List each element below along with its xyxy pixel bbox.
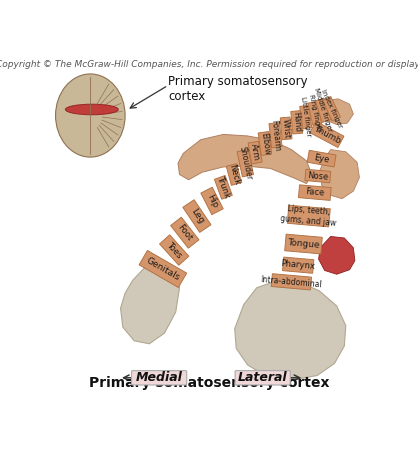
Polygon shape xyxy=(291,110,303,134)
Ellipse shape xyxy=(65,104,118,115)
Polygon shape xyxy=(310,121,344,147)
Polygon shape xyxy=(287,205,330,227)
Text: Leg: Leg xyxy=(189,207,205,226)
Text: Foot: Foot xyxy=(176,223,194,243)
Polygon shape xyxy=(178,134,312,184)
Text: Arm: Arm xyxy=(249,143,261,162)
Text: Ring finger: Ring finger xyxy=(308,94,322,133)
Polygon shape xyxy=(214,175,232,199)
Polygon shape xyxy=(248,141,262,164)
FancyBboxPatch shape xyxy=(235,371,290,385)
Polygon shape xyxy=(308,101,321,125)
Text: Nose: Nose xyxy=(307,170,329,181)
Polygon shape xyxy=(283,257,314,273)
Text: Face: Face xyxy=(305,187,325,198)
Polygon shape xyxy=(319,236,355,274)
Text: Hand: Hand xyxy=(291,112,302,133)
Polygon shape xyxy=(160,235,189,265)
Text: Index finger: Index finger xyxy=(320,88,343,129)
Ellipse shape xyxy=(56,74,125,157)
Text: Primary somatosensory cortex: Primary somatosensory cortex xyxy=(89,376,329,390)
Text: Elbow: Elbow xyxy=(259,132,271,156)
Text: Lateral: Lateral xyxy=(238,371,288,384)
Text: Tongue: Tongue xyxy=(287,238,320,250)
FancyBboxPatch shape xyxy=(132,371,187,385)
Text: Forearm: Forearm xyxy=(269,119,282,152)
Text: Middle finger: Middle finger xyxy=(313,87,333,133)
Text: Toes: Toes xyxy=(165,240,184,260)
Polygon shape xyxy=(298,185,331,200)
Text: Neck: Neck xyxy=(227,163,241,186)
Polygon shape xyxy=(120,261,179,344)
Polygon shape xyxy=(201,187,223,215)
Text: Eye: Eye xyxy=(313,153,330,164)
Polygon shape xyxy=(237,149,253,177)
Text: Trunk: Trunk xyxy=(215,175,232,200)
Polygon shape xyxy=(271,274,311,290)
Polygon shape xyxy=(323,97,340,121)
Polygon shape xyxy=(321,99,353,124)
Polygon shape xyxy=(305,169,331,183)
Polygon shape xyxy=(269,123,282,148)
Text: Little finger: Little finger xyxy=(300,97,311,138)
Polygon shape xyxy=(285,234,322,254)
Text: Primary somatosensory
cortex: Primary somatosensory cortex xyxy=(168,75,308,103)
Polygon shape xyxy=(183,200,211,232)
Polygon shape xyxy=(307,150,336,167)
Text: Medial: Medial xyxy=(136,371,183,384)
Polygon shape xyxy=(171,217,199,248)
Text: Wrist: Wrist xyxy=(281,118,291,138)
Polygon shape xyxy=(234,281,346,380)
Polygon shape xyxy=(258,132,272,156)
Text: Lips, teeth,
gums, and jaw: Lips, teeth, gums, and jaw xyxy=(280,204,337,228)
Text: Copyright © The McGraw-Hill Companies, Inc. Permission required for reproduction: Copyright © The McGraw-Hill Companies, I… xyxy=(0,60,418,69)
Polygon shape xyxy=(139,250,187,287)
Text: Hip: Hip xyxy=(205,193,219,209)
Text: Shoulder: Shoulder xyxy=(237,146,253,181)
Polygon shape xyxy=(226,164,242,185)
Polygon shape xyxy=(280,117,292,140)
Text: Intra-abdominal: Intra-abdominal xyxy=(260,275,322,289)
Polygon shape xyxy=(300,105,312,129)
Text: Genitals: Genitals xyxy=(145,256,181,282)
Text: Thumb: Thumb xyxy=(312,124,342,145)
Polygon shape xyxy=(320,150,359,199)
Text: Pharynx: Pharynx xyxy=(280,259,316,271)
Polygon shape xyxy=(315,98,331,122)
